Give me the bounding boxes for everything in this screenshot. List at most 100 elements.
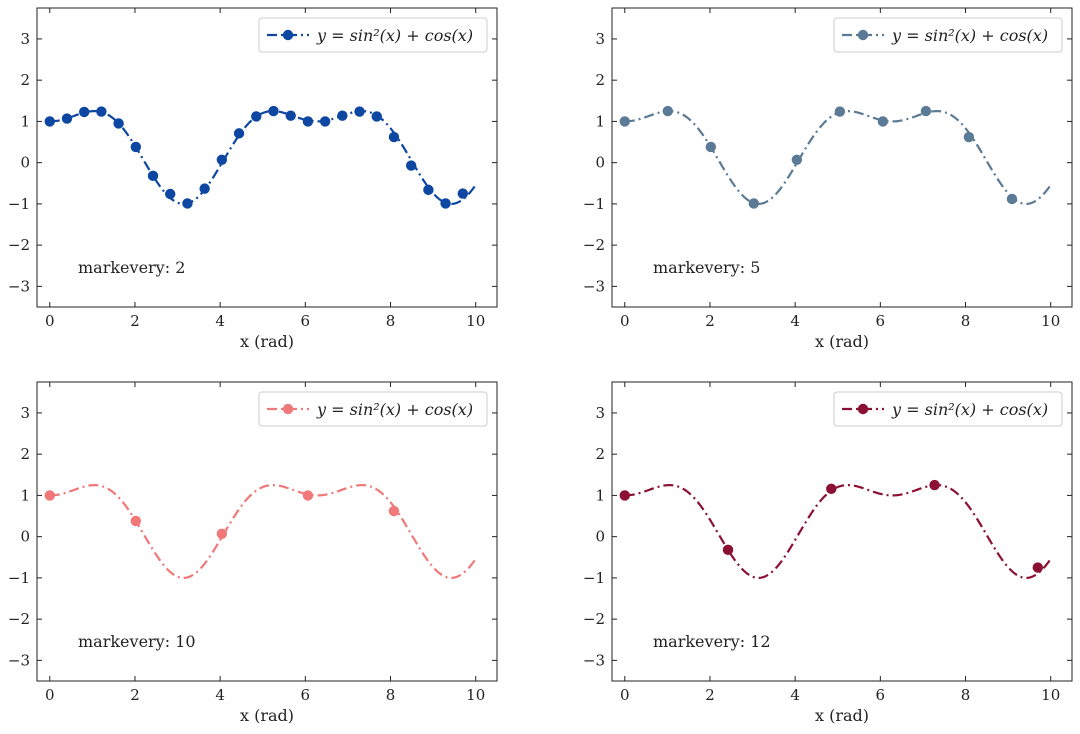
data-point: [199, 183, 210, 194]
x-tick-label: 8: [961, 312, 971, 330]
data-point: [619, 116, 630, 127]
series-line: [624, 483, 1052, 580]
data-point: [705, 141, 717, 153]
data-point: [440, 198, 451, 209]
y-tick-label: −3: [8, 651, 30, 669]
series-line: [49, 109, 477, 206]
legend-label: y = sin²(x) + cos(x): [316, 26, 473, 45]
x-tick-label: 10: [466, 312, 485, 330]
x-tick-label: 4: [790, 312, 800, 330]
y-tick-label: 2: [20, 71, 30, 89]
y-tick-label: 0: [595, 154, 605, 172]
data-point: [834, 106, 846, 117]
y-tick-label: 1: [595, 112, 605, 130]
data-point: [61, 113, 73, 124]
subplot-top-right: 0 2 4 6 8 10 −3 −2 −1 0 1 2 3 x (rad) markevery: 5 y = …: [583, 7, 1073, 351]
y-tick-label: 3: [20, 404, 30, 422]
x-tick-label: 4: [215, 312, 225, 330]
x-tick-label: 0: [620, 686, 630, 704]
data-point: [165, 188, 176, 200]
data-point: [1006, 193, 1018, 205]
y-tick-label: −1: [583, 195, 605, 213]
markevery-annotation: markevery: 12: [653, 632, 771, 651]
legend-label: y = sin²(x) + cos(x): [891, 26, 1048, 45]
data-point: [963, 131, 975, 143]
x-tick-label: 10: [1041, 686, 1060, 704]
legend-label: y = sin²(x) + cos(x): [891, 400, 1048, 419]
y-tick-label: −3: [583, 651, 605, 669]
y-tick-label: 3: [20, 30, 30, 48]
x-tick-label: 6: [301, 686, 311, 704]
data-point: [457, 188, 468, 199]
x-tick-label: 2: [130, 312, 140, 330]
subplot-bottom-right: 0 2 4 6 8 10 −3 −2 −1 0 1 2 3 x (rad) markevery: 12 y =…: [583, 381, 1073, 725]
x-tick-label: 6: [876, 686, 886, 704]
data-point: [216, 528, 228, 539]
data-point: [130, 515, 142, 527]
data-point: [44, 116, 55, 127]
legend-box: [258, 17, 488, 53]
subplot-top-left: 0 2 4 6 8 10 −3 −2 −1 0 1 2 3 x (rad) markevery: 2 y = …: [8, 7, 498, 351]
x-tick-label: 4: [215, 686, 225, 704]
data-point: [268, 105, 279, 117]
data-point: [405, 160, 417, 171]
data-point: [147, 170, 159, 182]
y-tick-label: 3: [595, 404, 605, 422]
data-point: [388, 505, 400, 517]
data-point: [113, 118, 124, 129]
markevery-annotation: markevery: 2: [78, 258, 185, 277]
data-point: [302, 116, 314, 127]
y-tick-label: −2: [8, 236, 30, 254]
data-point: [337, 110, 348, 121]
x-tick-label: 2: [130, 686, 140, 704]
data-point: [44, 490, 55, 501]
data-point: [619, 490, 630, 501]
y-tick-label: 0: [20, 528, 30, 546]
series-line: [624, 109, 1052, 206]
x-tick-label: 2: [705, 312, 715, 330]
data-point: [233, 128, 245, 139]
legend-marker: [282, 403, 294, 415]
x-tick-label: 4: [790, 686, 800, 704]
y-tick-label: 0: [20, 154, 30, 172]
legend-box: [258, 391, 488, 427]
data-point: [791, 154, 803, 165]
axes-frame: [36, 381, 498, 682]
data-point: [388, 131, 400, 143]
legend: y = sin²(x) + cos(x): [833, 17, 1063, 53]
x-tick-label: 10: [1041, 312, 1060, 330]
y-tick-label: −1: [8, 195, 30, 213]
x-tick-label: 0: [45, 686, 55, 704]
legend-label: y = sin²(x) + cos(x): [316, 400, 473, 419]
data-point: [182, 198, 193, 209]
y-tick-label: −3: [8, 277, 30, 295]
axes-frame: [611, 7, 1073, 308]
x-tick-label: 8: [386, 686, 396, 704]
data-point: [96, 106, 107, 117]
y-tick-label: −2: [583, 236, 605, 254]
y-tick-label: 2: [595, 71, 605, 89]
y-tick-label: 2: [595, 445, 605, 463]
x-axis-label: x (rad): [240, 332, 294, 351]
x-axis-label: x (rad): [240, 706, 294, 725]
data-point: [877, 116, 889, 127]
legend-marker: [857, 403, 869, 415]
x-tick-label: 0: [620, 312, 630, 330]
data-point: [285, 110, 296, 121]
axes-frame: [611, 381, 1073, 682]
y-tick-label: −2: [8, 610, 30, 628]
data-point: [216, 154, 228, 165]
data-point: [319, 116, 331, 127]
markevery-annotation: markevery: 10: [78, 632, 196, 651]
data-point: [251, 111, 262, 122]
axes-frame: [36, 7, 498, 308]
legend: y = sin²(x) + cos(x): [258, 17, 488, 53]
legend-box: [833, 391, 1063, 427]
x-tick-label: 2: [705, 686, 715, 704]
legend-marker: [857, 29, 869, 41]
series-line: [49, 483, 477, 580]
legend-box: [833, 17, 1063, 53]
y-tick-label: −1: [8, 569, 30, 587]
data-point: [354, 106, 365, 117]
